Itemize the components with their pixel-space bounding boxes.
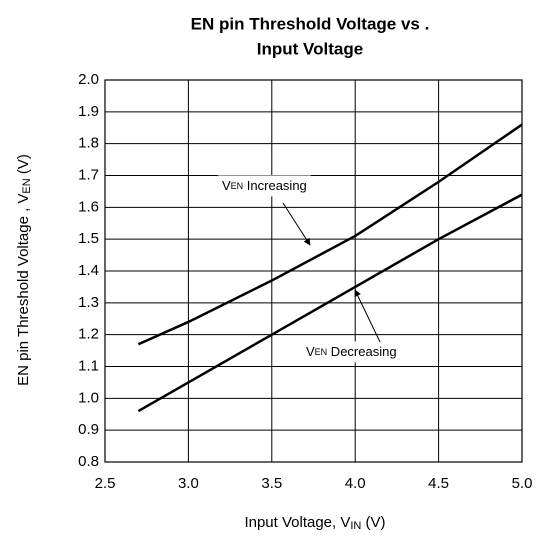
annotation-prefix: V [222, 178, 231, 193]
annotation-bg [218, 175, 311, 197]
y-tick-label: 0.9 [78, 421, 99, 438]
annotation-sub: EN [231, 181, 244, 191]
chart-title: EN pin Threshold Voltage vs . [191, 14, 430, 33]
y-tick-label: 1.5 [78, 230, 99, 247]
annotation: VEN Increasing [222, 178, 307, 193]
y-axis-label-sub: EN [21, 178, 33, 193]
x-tick-label: 4.5 [428, 475, 449, 492]
annotation-text: Decreasing [327, 344, 396, 359]
data-line [137, 123, 523, 346]
annotation-sub: EN [315, 347, 328, 357]
y-tick-label: 1.7 [78, 166, 99, 183]
x-tick-label: 5.0 [512, 475, 533, 492]
y-tick-label: 1.0 [78, 389, 99, 406]
x-axis-label-sub: IN [350, 520, 361, 532]
annotation-bg [296, 341, 411, 363]
y-tick-label: 1.1 [78, 357, 99, 374]
y-tick-label: 1.2 [78, 326, 99, 343]
annotation-arrow [354, 289, 381, 343]
y-axis-label-unit: (V) [15, 154, 32, 178]
x-axis-label-unit: (V) [361, 514, 385, 531]
plot-frame [104, 79, 523, 463]
annotation: VEN Decreasing [306, 344, 397, 359]
x-axis-label-text: Input Voltage, V [244, 514, 350, 531]
y-tick-label: 1.9 [78, 103, 99, 120]
annotation-arrow [282, 202, 311, 246]
y-axis-label: EN pin Threshold Voltage , VEN (V) [15, 154, 33, 386]
y-tick-label: 1.8 [78, 135, 99, 152]
y-tick-label: 1.4 [78, 262, 99, 279]
y-tick-label: 2.0 [78, 71, 99, 88]
x-tick-label: 3.5 [261, 475, 282, 492]
x-tick-label: 4.0 [345, 475, 366, 492]
chart-title: Input Voltage [257, 39, 363, 58]
y-axis-label-text: EN pin Threshold Voltage , V [15, 194, 32, 386]
annotation-prefix: V [306, 344, 315, 359]
annotation-text: Increasing [243, 178, 307, 193]
x-tick-label: 3.0 [178, 475, 199, 492]
x-axis-label: Input Voltage, VIN (V) [244, 514, 385, 532]
y-tick-label: 1.6 [78, 198, 99, 215]
data-line [137, 193, 523, 413]
y-tick-label: 0.8 [78, 453, 99, 470]
y-tick-label: 1.3 [78, 294, 99, 311]
x-tick-label: 2.5 [95, 475, 116, 492]
